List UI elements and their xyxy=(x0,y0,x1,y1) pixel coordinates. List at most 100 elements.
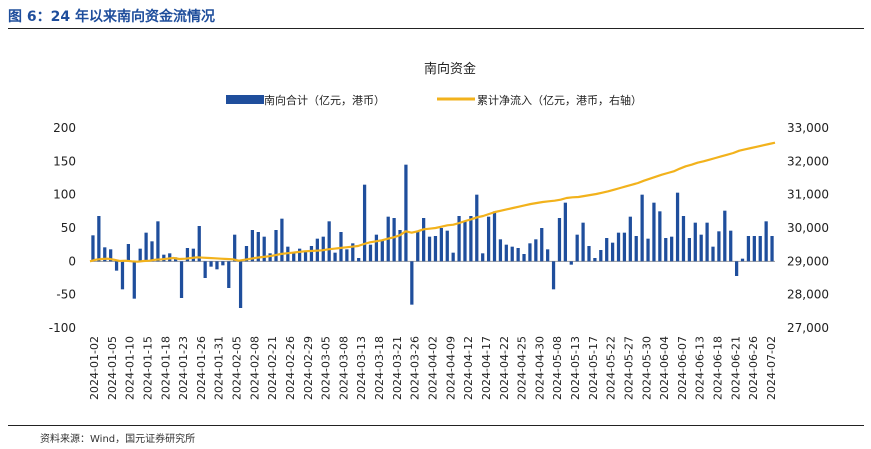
bar xyxy=(298,248,302,262)
x-tick-label: 2024-03-18 xyxy=(373,336,386,400)
bar xyxy=(179,261,184,298)
bar xyxy=(546,249,550,262)
right-tick-label: 31,000 xyxy=(787,188,829,202)
bar xyxy=(599,250,603,262)
bar-series xyxy=(91,164,774,308)
bar xyxy=(191,248,195,262)
bar xyxy=(646,238,650,262)
bar xyxy=(581,222,585,262)
bar xyxy=(510,246,514,262)
top-rule xyxy=(8,28,864,29)
bar xyxy=(392,218,396,262)
bar xyxy=(156,221,160,262)
bar xyxy=(687,238,691,262)
bar xyxy=(327,221,331,262)
left-tick-label: 150 xyxy=(53,154,76,168)
x-tick-label: 2024-01-23 xyxy=(177,336,190,400)
legend-bar-label: 南向合计（亿元，港币） xyxy=(264,93,385,107)
x-axis-labels: 2024-01-02 2024-01-05 2024-01-10 2024-01-15… xyxy=(88,336,778,400)
bar xyxy=(451,252,455,262)
right-tick-label: 27,000 xyxy=(787,321,829,335)
bar xyxy=(752,236,756,262)
bar xyxy=(616,232,621,262)
bar xyxy=(380,240,384,262)
x-tick-label: 2024-01-10 xyxy=(124,336,137,400)
bar xyxy=(422,218,426,262)
bar xyxy=(91,235,95,262)
x-tick-label: 2024-01-31 xyxy=(213,336,226,400)
bar xyxy=(203,261,207,278)
bar xyxy=(345,249,349,262)
bar xyxy=(557,218,562,262)
right-tick-label: 28,000 xyxy=(787,288,829,302)
bar xyxy=(109,249,113,262)
x-tick-label: 2024-03-13 xyxy=(355,336,368,400)
x-tick-label: 2024-06-18 xyxy=(712,336,725,400)
bar xyxy=(469,216,473,262)
x-tick-label: 2024-01-02 xyxy=(88,336,101,400)
x-tick-label: 2024-01-26 xyxy=(195,336,208,400)
bar xyxy=(675,192,680,262)
bar xyxy=(498,239,503,262)
bar xyxy=(575,234,579,262)
bar xyxy=(534,239,538,262)
bar xyxy=(486,216,491,262)
bar xyxy=(427,236,432,262)
bar xyxy=(622,232,627,262)
axes: -100 -50 0 50 100 150 200 27,000 28,000 29,000 30,… xyxy=(49,121,829,335)
bar xyxy=(681,216,686,262)
bar xyxy=(132,261,136,299)
bar xyxy=(416,231,420,262)
bar xyxy=(746,236,751,262)
source-note: 资料来源：Wind，国元证券研究所 xyxy=(40,434,196,445)
cumulative-line xyxy=(89,141,776,263)
bar xyxy=(640,194,644,262)
bar xyxy=(699,234,703,262)
x-tick-label: 2024-02-08 xyxy=(248,336,261,400)
bar xyxy=(374,234,379,262)
bar xyxy=(404,164,408,262)
bar xyxy=(126,244,131,262)
bar xyxy=(475,194,479,262)
bar xyxy=(250,230,255,262)
bar xyxy=(605,238,609,262)
bar xyxy=(758,236,762,262)
x-tick-label: 2024-04-30 xyxy=(533,336,546,400)
bar xyxy=(457,216,461,262)
left-tick-label: -50 xyxy=(56,288,76,302)
x-tick-label: 2024-01-18 xyxy=(159,336,172,400)
x-tick-label: 2024-02-29 xyxy=(302,336,315,400)
bar xyxy=(433,236,438,262)
bar xyxy=(185,248,190,262)
bar xyxy=(587,246,591,262)
line-series xyxy=(89,141,776,263)
x-tick-label: 2024-06-07 xyxy=(676,336,689,400)
x-tick-label: 2024-04-22 xyxy=(498,336,511,400)
bar xyxy=(522,254,526,262)
bar xyxy=(274,230,278,262)
x-tick-label: 2024-02-21 xyxy=(266,336,279,400)
bar xyxy=(357,258,361,262)
bar xyxy=(227,261,231,288)
x-tick-label: 2024-04-09 xyxy=(444,336,457,400)
left-tick-label: -100 xyxy=(49,321,76,335)
bar xyxy=(256,232,260,262)
bar xyxy=(150,241,154,262)
bar xyxy=(516,248,520,262)
x-tick-label: 2024-05-17 xyxy=(587,336,600,400)
bar xyxy=(209,261,213,267)
bar xyxy=(658,211,662,262)
x-tick-label: 2024-03-21 xyxy=(391,336,404,400)
x-tick-label: 2024-05-22 xyxy=(605,336,618,400)
bar xyxy=(504,244,508,262)
bar xyxy=(368,244,373,262)
x-tick-label: 2024-01-05 xyxy=(106,336,119,400)
x-tick-label: 2024-02-05 xyxy=(231,336,244,400)
bar xyxy=(723,210,727,262)
bar xyxy=(197,226,201,262)
x-tick-label: 2024-01-15 xyxy=(141,336,154,400)
right-tick-label: 33,000 xyxy=(787,121,829,135)
x-tick-label: 2024-05-08 xyxy=(551,336,564,400)
x-tick-label: 2024-06-26 xyxy=(747,336,760,400)
